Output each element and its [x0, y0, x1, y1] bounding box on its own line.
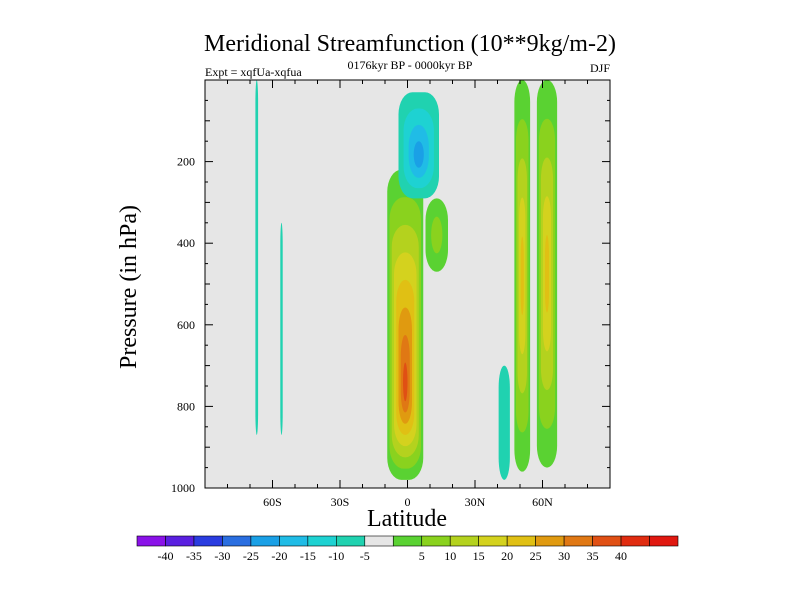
colorbar-swatch: [535, 535, 565, 547]
colorbar-swatch: [250, 535, 280, 547]
colorbar-swatch: [592, 535, 622, 547]
x-tick-label: 60N: [532, 495, 553, 509]
contour-subtropical-north-positive: [425, 198, 448, 272]
y-axis-label: Pressure (in hPa): [116, 205, 142, 369]
colorbar-swatch: [506, 535, 536, 547]
colorbar-label: 5: [419, 549, 425, 563]
colorbar-swatch: [649, 535, 679, 547]
colorbar-swatch: [222, 535, 252, 547]
y-tick-label: 400: [177, 236, 195, 250]
colorbar-swatch: [449, 535, 479, 547]
y-tick-label: 1000: [171, 481, 195, 495]
upper-trop-negative-cell-level-4: [413, 141, 424, 168]
season-label: DJF: [590, 61, 610, 75]
colorbar-label: 30: [558, 549, 570, 563]
colorbar-swatch: [421, 535, 451, 547]
y-tick-label: 200: [177, 155, 195, 169]
x-tick-label: 30N: [465, 495, 486, 509]
colorbar-swatch: [620, 535, 650, 547]
colorbar-label: -10: [328, 549, 344, 563]
contour-midlat-south-strip: [280, 222, 283, 435]
colorbar-label: -5: [360, 549, 370, 563]
contour-midlat-north-band-2: [536, 80, 558, 468]
colorbar-swatch: [193, 535, 223, 547]
y-tick-label: 600: [177, 318, 195, 332]
colorbar-swatch: [136, 535, 166, 547]
midlat-north-band-2-level-5: [544, 235, 550, 313]
midlat-north-negative-strip-level-1: [498, 365, 510, 480]
y-tick-label: 800: [177, 399, 195, 413]
chart-subtitle: 0176kyr BP - 0000kyr BP: [348, 58, 473, 72]
colorbar-label: 10: [444, 549, 456, 563]
contour-hadley-south-cell: [387, 169, 424, 480]
contour-upper-trop-negative-cell: [398, 92, 439, 199]
y-axis: 200 400 600 800 1000: [171, 99, 610, 495]
colorbar-label: 40: [615, 549, 627, 563]
colorbar-swatch: [279, 535, 309, 547]
x-tick-label: 60S: [263, 495, 282, 509]
colorbar-label: -40: [157, 549, 173, 563]
x-axis-label: Latitude: [367, 506, 447, 532]
colorbar-swatch: [165, 535, 195, 547]
contour-midlat-north-band-1: [514, 80, 531, 472]
subtropical-north-positive-level-2: [431, 216, 443, 254]
colorbar-swatch: [307, 535, 337, 547]
colorbar-swatch: [392, 535, 423, 547]
colorbar-label: -15: [300, 549, 316, 563]
x-tick-label: 30S: [331, 495, 350, 509]
colorbar-swatch: [364, 535, 394, 547]
colorbar-label: 20: [501, 549, 513, 563]
hadley-south-cell-level-8: [403, 362, 408, 402]
colorbar-label: 25: [530, 549, 542, 563]
contour-fills: [255, 80, 558, 480]
colorbar-label: 35: [587, 549, 599, 563]
colorbar-labels: -40 -35 -30 -25 -20 -15 -10 -5 5 10 15 20 25 30 35 40: [157, 549, 627, 563]
colorbar-label: -35: [186, 549, 202, 563]
colorbar-label: -20: [271, 549, 287, 563]
contour-polar-south-strip: [255, 80, 259, 435]
midlat-north-band-1-level-5: [520, 236, 524, 316]
contour-midlat-north-negative-strip: [498, 365, 510, 480]
colorbar-swatch: [563, 535, 593, 547]
x-tick-label: 0: [405, 495, 411, 509]
colorbar-swatch: [478, 535, 508, 547]
chart-title: Meridional Streamfunction (10**9kg/m-2): [204, 31, 616, 57]
experiment-label: Expt = xqfUa-xqfua: [205, 65, 302, 79]
polar-south-strip-level-1: [255, 80, 259, 435]
colorbar-label: 15: [473, 549, 485, 563]
colorbar-label: -30: [214, 549, 230, 563]
colorbar-swatch: [336, 535, 366, 547]
colorbar: [136, 535, 679, 547]
colorbar-label: -25: [243, 549, 259, 563]
x-axis: 60S 30S 0 30N 60N: [227, 80, 588, 509]
midlat-south-strip-level-1: [280, 222, 283, 435]
